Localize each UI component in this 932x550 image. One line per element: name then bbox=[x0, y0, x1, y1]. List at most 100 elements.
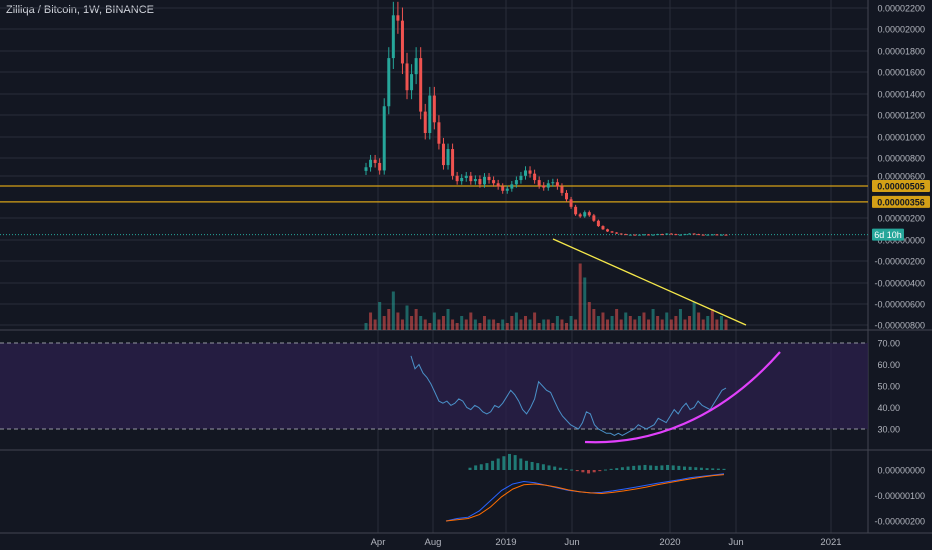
macd-histogram-bar bbox=[620, 467, 624, 470]
volume-bar bbox=[537, 323, 541, 330]
volume-bar bbox=[619, 319, 623, 330]
volume-bar bbox=[487, 319, 491, 330]
volume-bar bbox=[510, 316, 514, 330]
volume-bar bbox=[528, 319, 532, 330]
macd-histogram-bar bbox=[587, 470, 591, 474]
y-tick-label: -0.00000800 bbox=[874, 321, 925, 331]
volume-bar bbox=[514, 312, 518, 330]
volume-bar bbox=[533, 312, 537, 330]
macd-histogram-bar bbox=[581, 470, 585, 473]
volume-bar bbox=[387, 309, 391, 330]
candle-body bbox=[665, 233, 669, 235]
volume-bar bbox=[391, 291, 395, 330]
candle-body bbox=[683, 234, 687, 236]
candle-body bbox=[569, 199, 573, 207]
candle-body bbox=[610, 231, 614, 233]
candle-body bbox=[514, 180, 518, 185]
volume-bar bbox=[451, 319, 455, 330]
candle-body bbox=[719, 234, 723, 236]
macd-histogram-bar bbox=[536, 463, 540, 470]
level-badge-label: 0.00000505 bbox=[877, 181, 925, 191]
signal-line bbox=[445, 474, 725, 522]
level-badge bbox=[872, 195, 930, 208]
candle-body bbox=[505, 188, 509, 191]
macd-histogram-bar bbox=[660, 465, 664, 470]
rsi-band bbox=[0, 343, 868, 429]
macd-histogram-bar bbox=[716, 468, 720, 470]
volume-bar bbox=[683, 319, 687, 330]
candle-body bbox=[364, 167, 368, 171]
volume-bar bbox=[414, 309, 418, 330]
x-tick-label: 2021 bbox=[820, 537, 841, 548]
candle-body bbox=[656, 234, 660, 236]
y-tick-label: 0.00001400 bbox=[877, 90, 925, 100]
candle-body bbox=[551, 182, 555, 184]
volume-bar bbox=[437, 319, 441, 330]
macd-histogram-bar bbox=[643, 464, 647, 470]
macd-histogram-bar bbox=[592, 470, 596, 473]
candle-body bbox=[574, 206, 578, 215]
volume-bar bbox=[551, 323, 555, 330]
macd-histogram-bar bbox=[603, 469, 607, 471]
candle-body bbox=[592, 215, 596, 221]
candle-body bbox=[715, 234, 719, 236]
volume-bar bbox=[419, 316, 423, 330]
macd-histogram-bar bbox=[699, 467, 703, 470]
candle-body bbox=[706, 234, 710, 236]
macd-histogram-bar bbox=[637, 465, 641, 470]
volume-bar bbox=[637, 316, 641, 330]
volume-bar bbox=[715, 319, 719, 330]
macd-histogram-bar bbox=[694, 467, 698, 470]
candle-body bbox=[455, 175, 459, 182]
macd-histogram-bar bbox=[553, 466, 557, 470]
candle-body bbox=[546, 183, 550, 188]
volume-bar bbox=[651, 309, 655, 330]
candle-body bbox=[542, 185, 546, 188]
candle-body bbox=[441, 143, 445, 166]
candle-body bbox=[674, 234, 678, 236]
candle-body bbox=[423, 111, 427, 133]
y-tick-label: 0.00000800 bbox=[877, 154, 925, 164]
rsi-y-tick-label: 60.00 bbox=[877, 360, 900, 370]
volume-bar bbox=[405, 305, 409, 330]
macd-histogram-bar bbox=[496, 458, 500, 470]
y-tick-label: 0.00001600 bbox=[877, 68, 925, 78]
volume-bar bbox=[396, 312, 400, 330]
macd-histogram-bar bbox=[564, 468, 568, 470]
candle-body bbox=[688, 233, 692, 235]
candle-body bbox=[464, 175, 468, 178]
candle-body bbox=[446, 149, 450, 166]
x-tick-label: 2019 bbox=[495, 537, 516, 548]
candle-body bbox=[637, 234, 641, 236]
volume-bar bbox=[555, 316, 559, 330]
y-tick-label: -0.00000600 bbox=[874, 300, 925, 310]
candle-body bbox=[369, 159, 373, 168]
volume-bar bbox=[596, 316, 600, 330]
volume-bar bbox=[665, 312, 669, 330]
candle-body bbox=[410, 74, 414, 91]
macd-histogram-bar bbox=[513, 455, 517, 470]
macd-histogram-bar bbox=[502, 456, 506, 470]
macd-histogram-bar bbox=[508, 453, 512, 470]
candle-body bbox=[583, 212, 587, 217]
volume-bar bbox=[688, 316, 692, 330]
volume-bar bbox=[628, 316, 632, 330]
level-badge-label: 0.00000356 bbox=[877, 197, 925, 207]
macd-histogram-bar bbox=[598, 470, 602, 472]
volume-bar bbox=[669, 319, 673, 330]
macd-histogram-bar bbox=[524, 460, 528, 470]
volume-bar bbox=[441, 316, 445, 330]
volume-bar bbox=[446, 309, 450, 330]
macd-histogram-bar bbox=[491, 460, 495, 470]
x-tick-label: Jun bbox=[564, 537, 579, 548]
x-tick-label: 2020 bbox=[659, 537, 680, 548]
volume-bar bbox=[724, 319, 728, 330]
volume-bar bbox=[423, 319, 427, 330]
macd-y-tick-label: 0.00000000 bbox=[877, 466, 925, 476]
volume-bar bbox=[633, 319, 637, 330]
candle-body bbox=[451, 149, 455, 176]
macd-histogram-bar bbox=[530, 461, 534, 470]
candle-body bbox=[601, 226, 605, 230]
candle-body bbox=[510, 184, 514, 189]
